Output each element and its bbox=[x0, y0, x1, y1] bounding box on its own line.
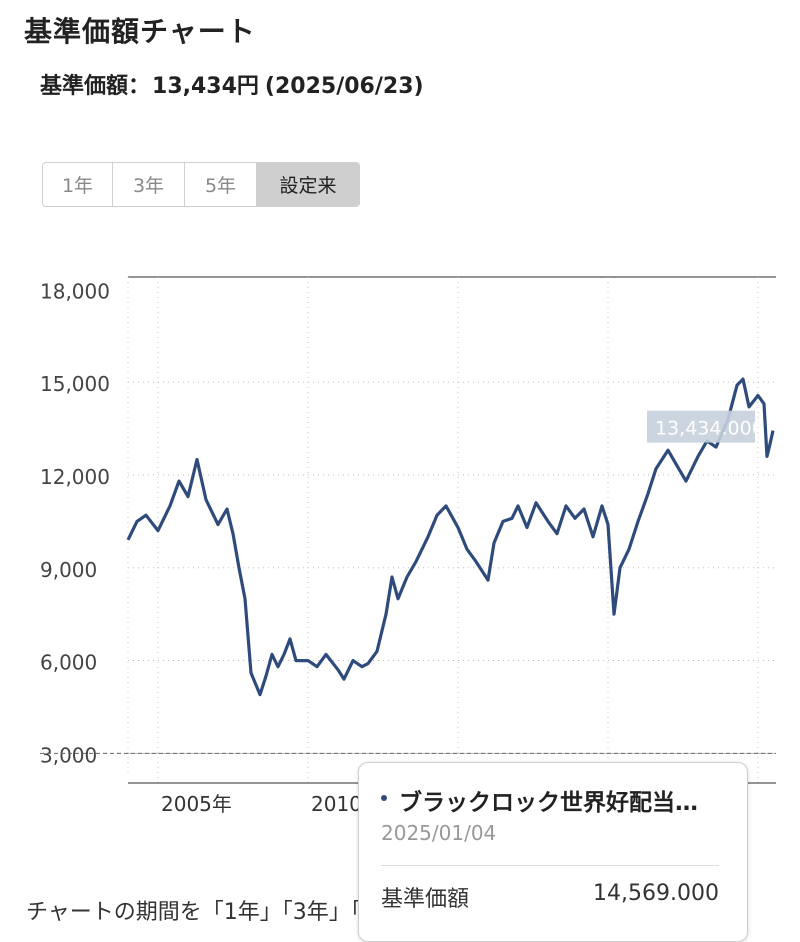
nav-series-line bbox=[126, 377, 775, 697]
y-tick-label: 12,000 bbox=[40, 465, 110, 489]
tab-since-inception[interactable]: 設定来 bbox=[257, 163, 359, 206]
tab-1-year[interactable]: 1年 bbox=[43, 163, 113, 206]
tooltip-date: 2025/01/04 bbox=[381, 821, 497, 845]
tab-5-year[interactable]: 5年 bbox=[185, 163, 257, 206]
y-tick-label: 9,000 bbox=[40, 558, 97, 582]
y-tick-label: 3,000 bbox=[40, 743, 97, 767]
range-tabs: 1年 3年 5年 設定来 bbox=[42, 162, 360, 207]
last-value-label: 13,434.000 bbox=[655, 418, 764, 440]
series-dot-icon bbox=[381, 795, 387, 801]
nav-label: 基準価額： bbox=[40, 74, 151, 99]
tooltip-value: 14,569.000 bbox=[593, 881, 719, 906]
y-tick-label: 15,000 bbox=[40, 372, 110, 396]
chart-tooltip: ブラックロック世界好配当… 2025/01/04 基準価額 14,569.000 bbox=[358, 762, 748, 942]
x-tick-label: 2005年 bbox=[161, 792, 232, 816]
page-title: 基準価額チャート bbox=[24, 15, 256, 48]
tooltip-divider bbox=[381, 865, 719, 866]
nav-date: (2025/06/23) bbox=[264, 74, 424, 99]
y-tick-label: 6,000 bbox=[40, 651, 97, 675]
tab-3-year[interactable]: 3年 bbox=[113, 163, 185, 206]
last-value-label-bg bbox=[647, 410, 755, 443]
tooltip-fund-name: ブラックロック世界好配当… bbox=[399, 790, 698, 816]
y-tick-label: 18,000 bbox=[40, 279, 110, 303]
tooltip-label: 基準価額 bbox=[381, 887, 470, 912]
nav-value: 13,434円 bbox=[152, 74, 259, 99]
nav-summary: 基準価額：13,434円 (2025/06/23) bbox=[40, 68, 424, 100]
